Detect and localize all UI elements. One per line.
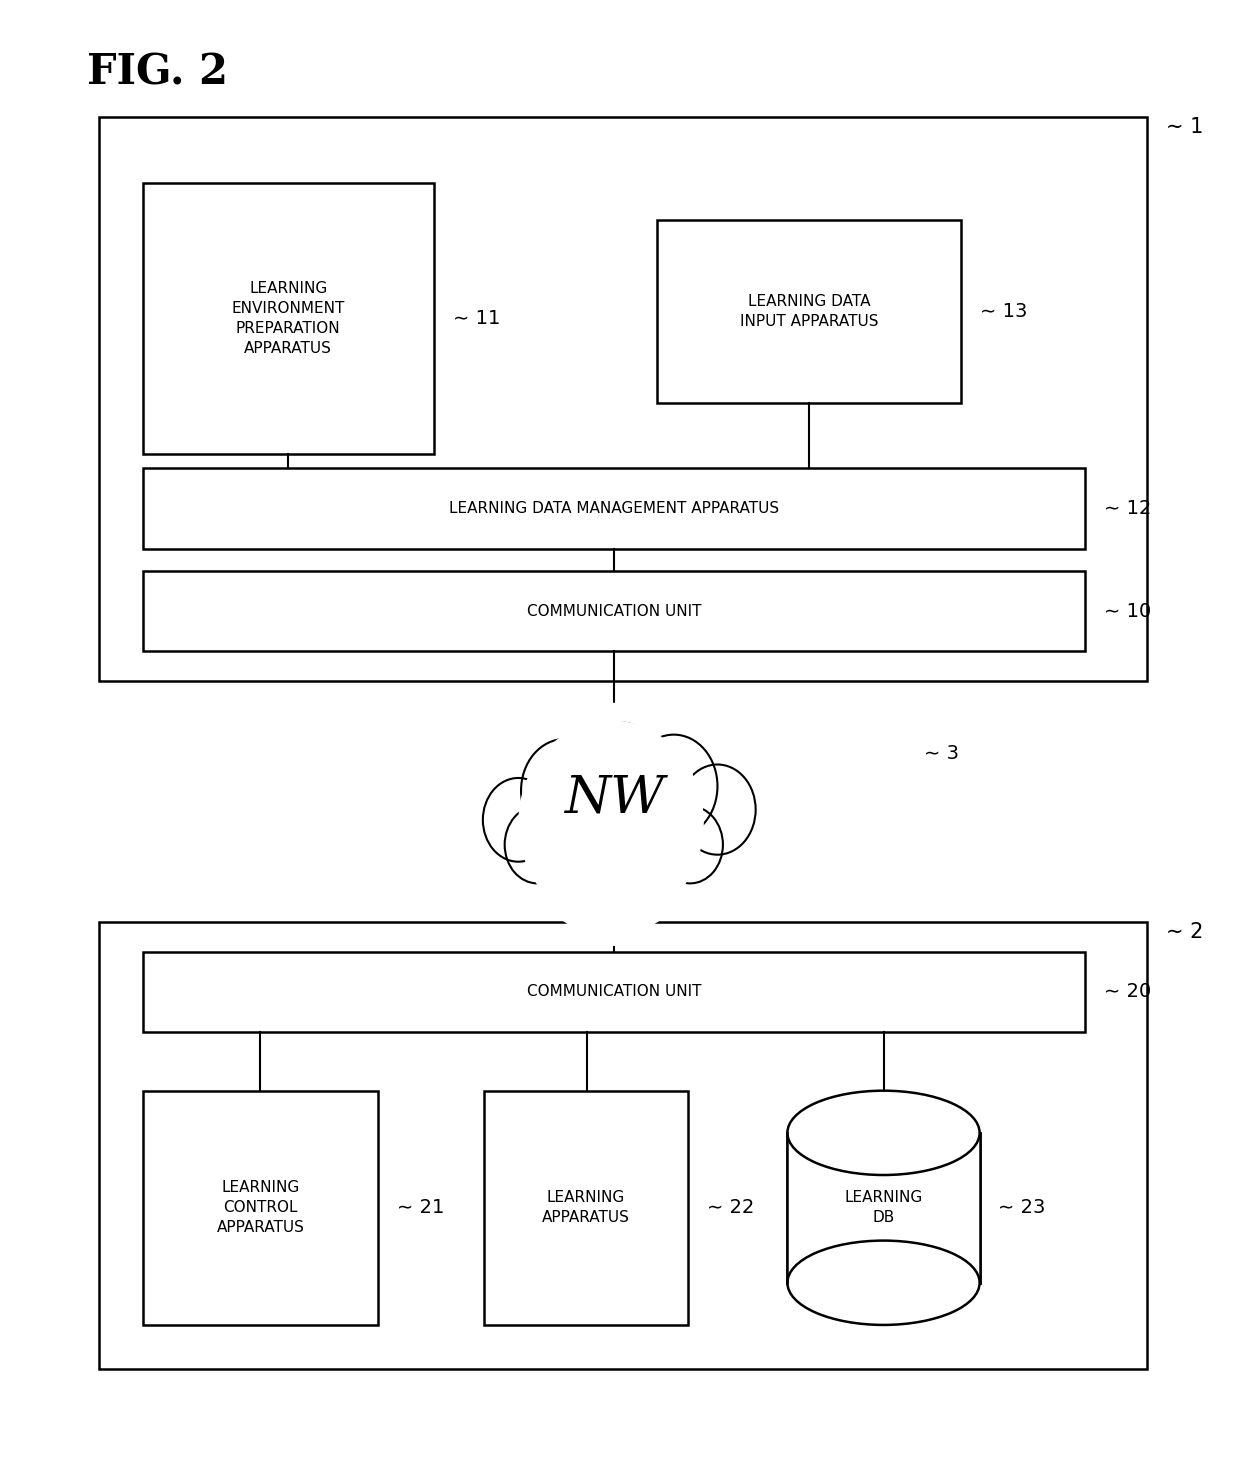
Text: NW: NW	[564, 773, 663, 823]
Bar	[143, 571, 1085, 651]
Text: ∼ 1: ∼ 1	[1166, 117, 1203, 138]
Bar	[143, 952, 1085, 1032]
Bar	[484, 1091, 688, 1325]
Ellipse shape	[787, 1240, 980, 1325]
Text: ∼ 12: ∼ 12	[1104, 499, 1151, 518]
Text: ∼ 23: ∼ 23	[998, 1199, 1045, 1217]
Text: LEARNING
DB: LEARNING DB	[844, 1190, 923, 1225]
Text: ∼ 13: ∼ 13	[980, 302, 1027, 321]
Circle shape	[657, 807, 723, 883]
Text: COMMUNICATION UNIT: COMMUNICATION UNIT	[527, 984, 701, 1000]
Text: ∼ 2: ∼ 2	[1166, 922, 1203, 943]
Ellipse shape	[516, 703, 707, 937]
Bar	[143, 1091, 378, 1325]
Circle shape	[570, 722, 668, 839]
Text: LEARNING
APPARATUS: LEARNING APPARATUS	[542, 1190, 630, 1225]
Text: LEARNING DATA MANAGEMENT APPARATUS: LEARNING DATA MANAGEMENT APPARATUS	[449, 501, 779, 517]
Text: LEARNING DATA
INPUT APPARATUS: LEARNING DATA INPUT APPARATUS	[740, 294, 878, 328]
Ellipse shape	[518, 720, 704, 925]
Bar	[143, 468, 1085, 549]
Text: ∼ 3: ∼ 3	[924, 745, 959, 763]
Circle shape	[521, 739, 609, 842]
Circle shape	[680, 764, 755, 855]
Text: LEARNING
ENVIRONMENT
PREPARATION
APPARATUS: LEARNING ENVIRONMENT PREPARATION APPARAT…	[232, 281, 345, 356]
Text: ∼ 20: ∼ 20	[1104, 982, 1151, 1001]
Bar	[99, 117, 1147, 681]
Bar	[143, 183, 434, 454]
Text: ∼ 11: ∼ 11	[453, 309, 500, 328]
Text: ∼ 10: ∼ 10	[1104, 602, 1151, 621]
Text: FIG. 2: FIG. 2	[87, 51, 228, 94]
Text: LEARNING
CONTROL
APPARATUS: LEARNING CONTROL APPARATUS	[217, 1180, 304, 1236]
Ellipse shape	[787, 1091, 980, 1176]
Text: ∼ 21: ∼ 21	[397, 1199, 444, 1217]
Text: COMMUNICATION UNIT: COMMUNICATION UNIT	[527, 603, 701, 619]
Bar	[99, 922, 1147, 1369]
Text: ∼ 22: ∼ 22	[707, 1199, 754, 1217]
Circle shape	[630, 735, 718, 837]
Bar	[657, 220, 961, 403]
Circle shape	[482, 777, 554, 862]
Bar	[787, 1133, 980, 1282]
Circle shape	[505, 807, 570, 883]
